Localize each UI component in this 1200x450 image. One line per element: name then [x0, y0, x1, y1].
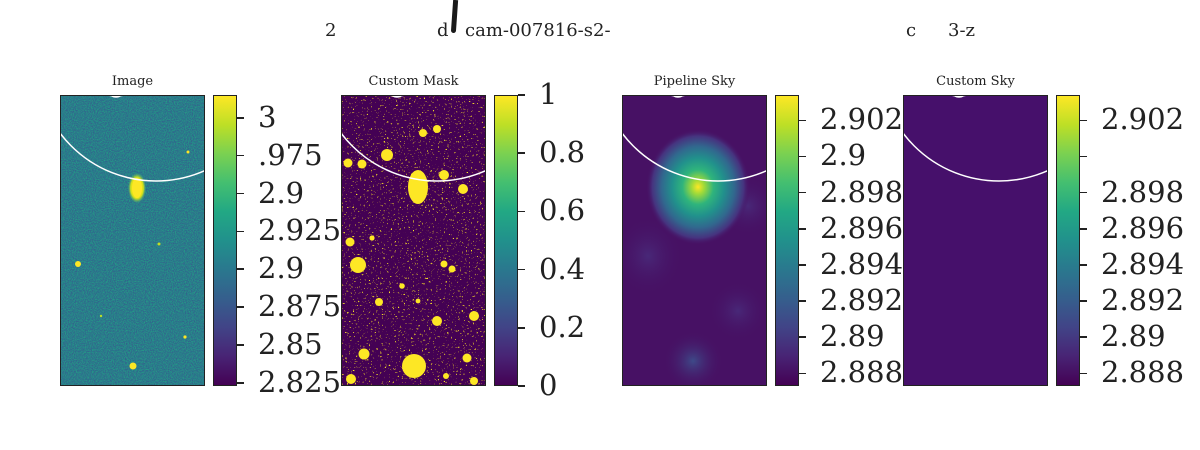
colorbar-tick	[1080, 191, 1087, 194]
colorbar-tick-label: 0.2	[539, 309, 586, 344]
colorbar-tick-label: .975	[258, 137, 323, 172]
heatmap-custom-sky	[903, 95, 1048, 386]
colorbar-tick-label: 0.8	[539, 135, 586, 170]
colorbar-tick-label: 0	[539, 368, 558, 402]
colorbar-image	[213, 95, 237, 386]
colorbar-tick	[237, 344, 244, 346]
colorbar-tick-label: 2.9	[820, 138, 867, 173]
heatmap-custom-sky-svg	[904, 96, 1047, 385]
colorbar-tick	[799, 155, 806, 158]
colorbar-tick-label: 2.9	[258, 251, 305, 286]
panel-title-image: Image	[111, 74, 154, 89]
colorbar-tick-label: 2.888	[1101, 355, 1185, 390]
colorbar-tick	[799, 336, 806, 338]
colorbar-tick	[1080, 300, 1087, 302]
colorbar-tick	[1080, 336, 1087, 338]
colorbar-tick	[518, 152, 525, 154]
colorbar-tick-label: 2.894	[1101, 246, 1185, 281]
colorbar-tick	[237, 230, 244, 233]
colorbar-tick	[799, 119, 806, 122]
title-ink-mark	[450, 0, 459, 34]
heatmap-pipeline-sky	[622, 95, 767, 386]
colorbar-tick	[1080, 227, 1087, 230]
panel-custom-sky: Custom Sky 2.902 2.898 2.896 2.894 2.892 2.89…	[903, 74, 1185, 394]
heatmap-custom-mask-svg	[342, 96, 485, 385]
colorbar-tick-label: 1	[539, 77, 558, 111]
suptitle-fragment: cam-007816-s2-	[465, 20, 611, 41]
suptitle-fragment: 2	[325, 20, 337, 41]
suptitle-fragment: 3-z	[948, 20, 976, 41]
colorbar-tick	[518, 385, 525, 387]
colorbar-tick	[799, 372, 806, 375]
colorbar-tick	[1080, 264, 1087, 266]
colorbar-tick-label: 2.898	[1101, 174, 1185, 209]
colorbar-pipeline-sky	[775, 95, 799, 386]
colorbar-tick-label: 2.896	[820, 210, 904, 245]
colorbar-tick	[799, 227, 806, 230]
heatmap-custom-mask	[341, 95, 486, 386]
colorbar-tick	[518, 268, 525, 271]
panel-title-custom-mask: Custom Mask	[368, 74, 459, 89]
colorbar-tick	[237, 306, 244, 308]
heatmap-pipeline-sky-svg	[623, 96, 766, 385]
colorbar-tick-label: 2.9	[258, 175, 305, 210]
colorbar-tick	[1080, 155, 1087, 158]
colorbar-custom-sky	[1056, 95, 1080, 386]
suptitle-fragment: c	[906, 20, 917, 41]
colorbar-tick	[799, 264, 806, 266]
colorbar-tick	[237, 268, 244, 271]
colorbar-tick-label: 2.825	[258, 364, 342, 399]
colorbar-tick-label: 3	[258, 99, 277, 134]
colorbar-tick	[1080, 119, 1087, 122]
colorbar-tick-label: 2.888	[820, 355, 904, 390]
colorbar-tick-label: 0.6	[539, 193, 586, 228]
colorbar-tick-label: 0.4	[539, 251, 586, 286]
heatmap-image	[60, 95, 205, 386]
suptitle-fragment: d	[437, 20, 449, 41]
panel-title-pipeline-sky: Pipeline Sky	[653, 74, 736, 89]
colorbar-tick-label: 2.902	[820, 102, 904, 137]
colorbar-tick	[518, 327, 525, 329]
colorbar-tick	[799, 300, 806, 302]
colorbar-tick-label: 2.894	[820, 246, 904, 281]
colorbar-tick-label: 2.85	[258, 327, 323, 362]
colorbar-tick	[518, 94, 525, 96]
colorbar-tick-label: 2.89	[1101, 319, 1166, 354]
colorbar-tick-label: 2.89	[820, 319, 885, 354]
colorbar-tick-label: 2.896	[1101, 210, 1185, 245]
heatmap-image-svg	[61, 96, 204, 385]
colorbar-tick-label: 2.875	[258, 289, 342, 324]
colorbar-tick	[237, 154, 244, 157]
colorbar-tick	[518, 210, 525, 213]
panel-image: Image	[60, 74, 342, 399]
colorbar-tick-label: 2.892	[1101, 283, 1185, 318]
panel-custom-mask: Custom Mask	[341, 74, 621, 400]
colorbar-tick-label: 2.925	[258, 213, 342, 248]
colorbar-tick-label: 2.892	[820, 283, 904, 318]
colorbar-tick	[237, 116, 244, 119]
colorbar-tick	[237, 192, 244, 195]
colorbar-tick	[799, 191, 806, 194]
colorbar-tick-label: 2.898	[820, 174, 904, 209]
colorbar-custom-mask	[494, 95, 518, 386]
colorbar-tick	[237, 382, 244, 384]
panel-pipeline-sky: Pipeline Sky	[622, 74, 904, 394]
colorbar-tick	[1080, 372, 1087, 375]
panel-title-custom-sky: Custom Sky	[936, 74, 1015, 89]
colorbar-tick-label: 2.902	[1101, 102, 1185, 137]
